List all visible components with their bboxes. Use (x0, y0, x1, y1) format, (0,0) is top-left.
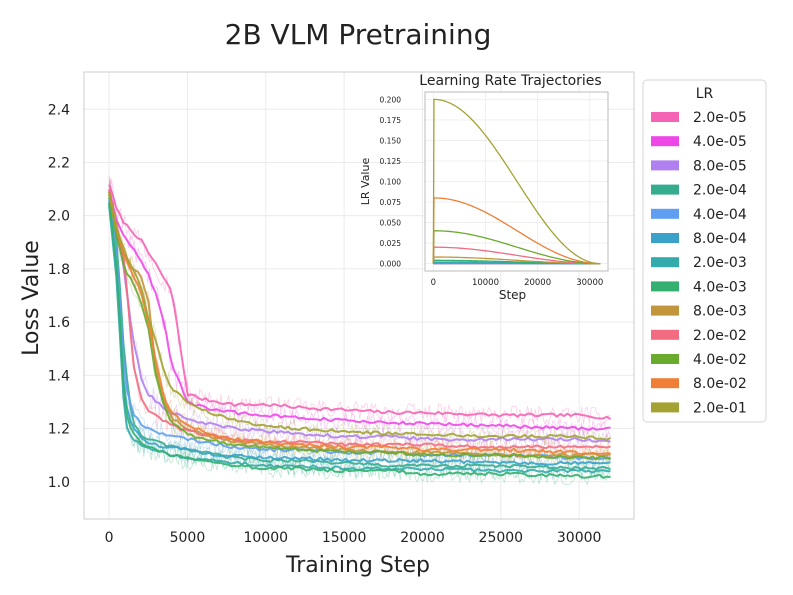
series-line-4.0e-03 (108, 202, 611, 479)
chart-title: 2B VLM Pretraining (225, 18, 492, 51)
legend-label-4.0e-02: 4.0e-02 (693, 352, 747, 368)
x-tick-label: 15000 (322, 530, 367, 546)
x-axis-label: Training Step (285, 553, 430, 578)
legend-label-2.0e-05: 2.0e-05 (693, 110, 747, 126)
main-plot-frame (83, 71, 635, 520)
inset-y-tick-label: 0.125 (380, 157, 402, 166)
inset-y-tick-label: 0.200 (380, 95, 402, 104)
lr-line-10 (432, 230, 601, 265)
inset-y-tick-label: 0.150 (380, 136, 402, 145)
legend-swatch-2.0e-05 (651, 112, 679, 122)
series-line-2.0e-05 (108, 184, 612, 421)
inset-y-tick-label: 0.075 (380, 198, 402, 207)
series-noise-2.0e-03 (108, 201, 611, 482)
legend-swatch-4.0e-05 (651, 136, 679, 147)
legend-title: LR (696, 86, 714, 102)
series-line-2.0e-01 (108, 191, 611, 441)
legend-label-2.0e-02: 2.0e-02 (693, 328, 747, 344)
legend-swatch-2.0e-01 (651, 402, 679, 413)
legend-label-8.0e-04: 8.0e-04 (693, 231, 747, 247)
inset-y-label: LR Value (359, 158, 372, 206)
inset-y-tick-label: 0.175 (380, 116, 402, 125)
series-line-2.0e-04 (108, 197, 611, 471)
legend-swatch-8.0e-05 (651, 160, 679, 171)
lr-line-12 (432, 98, 601, 265)
inset-x-tick-label: 0 (431, 278, 436, 288)
inset-x-label: Step (499, 288, 526, 302)
y-tick-label: 1.2 (48, 422, 70, 438)
legend-swatch-4.0e-03 (651, 281, 679, 292)
legend-swatch-2.0e-03 (651, 257, 679, 268)
y-tick-label: 2.2 (48, 155, 70, 171)
x-tick-label: 20000 (400, 530, 445, 546)
inset-title: Learning Rate Trajectories (419, 73, 601, 89)
y-tick-label: 1.4 (48, 368, 70, 384)
inset-y-tick-label: 0.050 (380, 219, 402, 228)
legend-swatch-8.0e-02 (651, 378, 679, 389)
y-tick-label: 2.4 (48, 102, 70, 118)
y-axis-label: Loss Value (19, 240, 44, 356)
legend-label-8.0e-02: 8.0e-02 (693, 376, 747, 392)
legend-label-2.0e-01: 2.0e-01 (693, 400, 747, 416)
legend-swatch-4.0e-04 (651, 208, 679, 219)
x-tick-label: 10000 (243, 530, 288, 546)
lr-line-8 (432, 256, 601, 265)
series-noise-8.0e-05 (108, 186, 611, 450)
inset-plot-frame (424, 91, 609, 272)
legend-swatch-2.0e-02 (651, 329, 679, 340)
inset-x-tick-label: 30000 (576, 278, 603, 288)
series-noise-4.0e-05 (108, 177, 611, 438)
lr-line-9 (432, 246, 601, 265)
legend: LR 2.0e-05 4.0e-05 8.0e-05 2.0e-04 4.0e-04 8.0… (642, 79, 767, 423)
lr-line-11 (432, 197, 601, 265)
legend-label-4.0e-03: 4.0e-03 (693, 279, 747, 295)
legend-label-8.0e-05: 8.0e-05 (693, 158, 747, 174)
y-tick-label: 1.8 (48, 262, 70, 278)
legend-label-4.0e-05: 4.0e-05 (693, 134, 747, 150)
inset-y-tick-label: 0.100 (380, 178, 402, 187)
inset-chart: Learning Rate Trajectories Step LR Value 0 1… (359, 73, 609, 302)
series-lines (108, 184, 612, 479)
x-tick-label: 5000 (170, 530, 206, 546)
legend-swatch-8.0e-04 (651, 233, 679, 243)
y-tick-label: 1.6 (48, 315, 70, 331)
inset-y-tick-label: 0.025 (380, 239, 402, 248)
series-line-8.0e-04 (108, 202, 611, 466)
inset-y-tick-label: 0.000 (380, 260, 402, 269)
y-tick-label: 2.0 (48, 209, 70, 225)
series-line-8.0e-02 (108, 191, 611, 455)
legend-label-8.0e-03: 8.0e-03 (693, 304, 747, 320)
series-line-8.0e-05 (108, 192, 611, 443)
y-tick-label: 1.0 (48, 475, 70, 491)
legend-label-2.0e-03: 2.0e-03 (693, 255, 747, 271)
x-tick-label: 30000 (557, 530, 602, 546)
x-tick-label: 0 (105, 530, 114, 546)
legend-swatch-4.0e-02 (651, 354, 679, 364)
legend-swatch-8.0e-03 (651, 305, 679, 316)
inset-x-tick-label: 20000 (524, 278, 551, 288)
series-line-4.0e-02 (108, 194, 611, 461)
series-line-2.0e-02 (108, 189, 611, 450)
legend-swatch-2.0e-04 (651, 184, 679, 195)
legend-box (642, 79, 767, 423)
series-noise-2.0e-05 (108, 180, 611, 427)
inset-x-tick-label: 10000 (472, 278, 499, 288)
x-tick-label: 25000 (479, 530, 524, 546)
legend-label-2.0e-04: 2.0e-04 (693, 183, 747, 199)
legend-label-4.0e-04: 4.0e-04 (693, 207, 747, 223)
